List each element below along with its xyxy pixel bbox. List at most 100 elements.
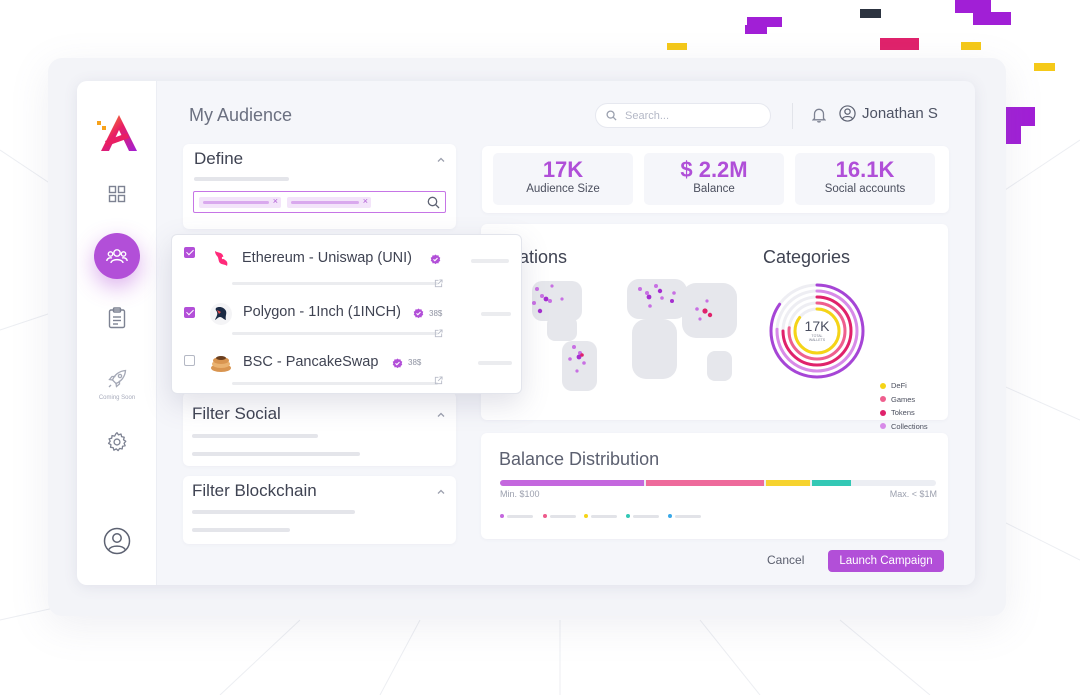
chevron-up-icon[interactable] — [436, 487, 446, 497]
sidebar-item-audience[interactable] — [94, 233, 140, 279]
grid-icon — [108, 185, 126, 203]
placeholder-bar — [550, 514, 576, 518]
option-name: Ethereum - Uniswap (UNI) — [242, 250, 413, 266]
legend-dot — [880, 382, 886, 389]
chip-remove-icon[interactable]: × — [272, 196, 278, 206]
placeholder-bar — [232, 332, 438, 335]
distribution-segment — [646, 480, 764, 486]
balance-distribution-title: Balance Distribution — [499, 449, 660, 469]
legend-dot — [543, 514, 547, 518]
distribution-segment — [500, 480, 644, 486]
stat-label: Audience Size — [526, 183, 600, 195]
decor-block — [955, 0, 991, 13]
placeholder-bar — [192, 434, 318, 438]
legend-label: Games — [891, 394, 916, 404]
placeholder-bar — [675, 514, 701, 518]
decor-block — [1006, 125, 1021, 144]
decor-block — [747, 17, 782, 27]
user-avatar-icon — [839, 105, 856, 122]
legend-item: Tokens — [880, 406, 928, 420]
option-price: 38$ — [429, 309, 443, 318]
legend-dot — [880, 409, 886, 416]
option-checkbox[interactable] — [184, 247, 195, 258]
user-name: Jonathan S — [862, 105, 938, 122]
decor-block — [667, 43, 687, 50]
stat-value: 17K — [542, 157, 584, 182]
gear-icon — [107, 432, 127, 452]
legend-dot — [584, 514, 588, 518]
balance-distribution-card — [481, 433, 948, 539]
placeholder-bar — [471, 259, 509, 263]
filter-blockchain-title: Filter Blockchain — [192, 481, 317, 500]
ring-center-label: WALLETS — [809, 338, 826, 342]
clipboard-icon — [108, 307, 126, 329]
dropdown-option[interactable]: Ethereum - Uniswap (UNI) — [172, 235, 523, 288]
define-card — [183, 144, 456, 229]
sidebar-item-profile[interactable] — [94, 518, 140, 564]
legend-item: Games — [880, 393, 928, 407]
search-box[interactable] — [595, 103, 771, 128]
placeholder-bar — [633, 514, 659, 518]
decor-block — [961, 42, 981, 50]
legend-dot — [668, 514, 672, 518]
stat-label: Balance — [693, 183, 735, 195]
sidebar-item-settings[interactable] — [94, 419, 140, 465]
distribution-segment — [812, 480, 851, 486]
dropdown-option[interactable]: Polygon - 1Inch (1INCH) 38$ — [172, 290, 523, 340]
placeholder-bar — [194, 177, 289, 181]
legend-dot — [500, 514, 504, 518]
distribution-legend-item — [500, 514, 533, 518]
cancel-button[interactable]: Cancel — [767, 553, 805, 567]
legend-label: Tokens — [891, 408, 915, 418]
stat-audience-size: 17K Audience Size — [493, 153, 633, 205]
search-input[interactable] — [625, 109, 765, 122]
balance-distribution-bar — [500, 480, 936, 486]
sidebar-item-campaigns[interactable] — [94, 295, 140, 341]
verified-badge-icon — [413, 308, 424, 319]
brand-logo — [97, 115, 137, 151]
uniswap-icon — [215, 251, 228, 266]
sidebar-item-dashboard[interactable] — [94, 171, 140, 217]
verified-badge-icon — [392, 358, 403, 369]
categories-title: Categories — [763, 247, 851, 267]
chevron-up-icon[interactable] — [436, 410, 446, 420]
legend-dot — [880, 396, 886, 403]
option-checkbox[interactable] — [184, 307, 195, 318]
launch-campaign-button[interactable]: Launch Campaign — [828, 550, 944, 572]
filter-chip[interactable]: × — [199, 196, 281, 208]
stat-balance: $ 2.2M Balance — [644, 153, 784, 205]
filter-chip[interactable]: × — [287, 196, 371, 208]
legend-label: Collections — [891, 421, 928, 431]
placeholder-bar — [232, 282, 438, 285]
option-checkbox[interactable] — [184, 355, 195, 366]
balance-max-label: Max. < $1M — [889, 489, 937, 499]
stat-value: $ 2.2M — [680, 157, 748, 182]
dropdown-option[interactable]: BSC - PancakeSwap 38$ — [172, 340, 523, 390]
placeholder-bar — [192, 452, 360, 456]
chevron-up-icon[interactable] — [436, 155, 446, 165]
placeholder-bar — [507, 514, 533, 518]
distribution-legend-item — [584, 514, 617, 518]
world-map — [532, 279, 737, 391]
filter-social-title: Filter Social — [192, 404, 281, 423]
tag-input[interactable]: × × — [193, 191, 446, 213]
placeholder-bar — [192, 510, 355, 514]
stat-social-accounts: 16.1K Social accounts — [795, 153, 935, 205]
user-menu[interactable]: Jonathan S — [839, 105, 938, 122]
placeholder-bar — [591, 514, 617, 518]
external-link-icon[interactable] — [434, 329, 443, 338]
bell-icon[interactable] — [812, 107, 826, 123]
option-name: Polygon - 1Inch (1INCH) — [243, 304, 401, 320]
coming-soon-label: Coming Soon — [98, 395, 136, 401]
page-title: My Audience — [189, 105, 293, 125]
external-link-icon[interactable] — [434, 279, 443, 288]
external-link-icon[interactable] — [434, 376, 443, 385]
token-dropdown: Ethereum - Uniswap (UNI) Polygon - 1Inch… — [171, 234, 522, 394]
chip-remove-icon[interactable]: × — [362, 196, 368, 206]
distribution-legend-item — [543, 514, 576, 518]
search-icon[interactable] — [427, 196, 440, 209]
distribution-legend-item — [626, 514, 659, 518]
define-title: Define — [194, 149, 244, 168]
